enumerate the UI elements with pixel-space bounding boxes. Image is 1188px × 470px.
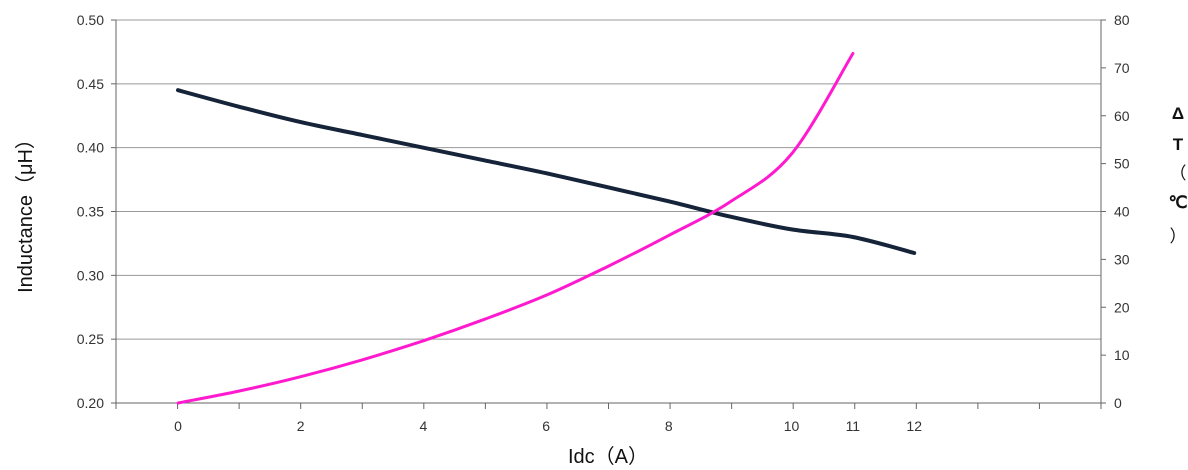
- y2-axis-title-line: Δ: [1172, 104, 1184, 123]
- x-tick-label: 6: [542, 418, 550, 434]
- y-axis-title: Inductance（μH）: [14, 129, 37, 293]
- y2-tick-label: 40: [1114, 204, 1130, 220]
- x-tick-label: 11: [846, 418, 861, 434]
- x-tick-label: 4: [420, 418, 428, 434]
- x-tick-label: 0: [174, 418, 182, 434]
- series-layer: [176, 52, 917, 405]
- labels: 0.200.250.300.350.400.450.50010203040506…: [14, 12, 1188, 468]
- x-tick-label: 10: [784, 418, 800, 434]
- temperature-series-line: [176, 52, 855, 405]
- y2-axis-title-line: ℃: [1168, 193, 1187, 212]
- y-tick-label: 0.30: [77, 267, 104, 283]
- y2-tick-label: 30: [1114, 251, 1130, 267]
- y2-axis-title-line: T: [1173, 135, 1184, 154]
- y-tick-label: 0.50: [77, 12, 104, 28]
- y2-tick-label: 70: [1114, 60, 1130, 76]
- y-tick-label: 0.35: [77, 204, 104, 220]
- y2-tick-label: 50: [1114, 156, 1130, 172]
- x-tick-label: 12: [906, 418, 922, 434]
- y-tick-label: 0.45: [77, 76, 104, 92]
- axes: [111, 19, 1106, 409]
- gridlines: [116, 19, 1101, 404]
- x-tick-label: 2: [297, 418, 305, 434]
- y-tick-label: 0.40: [77, 140, 104, 156]
- y2-tick-label: 20: [1114, 299, 1130, 315]
- y2-axis-title-line: ）: [1170, 227, 1187, 246]
- y2-tick-label: 0: [1114, 395, 1122, 411]
- x-tick-label: 8: [665, 418, 673, 434]
- y2-tick-label: 60: [1114, 108, 1130, 124]
- inductance-series-line: [176, 88, 917, 255]
- y-tick-label: 0.25: [77, 331, 104, 347]
- y2-tick-label: 80: [1114, 12, 1130, 28]
- y2-axis-title-line: （: [1170, 164, 1187, 183]
- y-tick-label: 0.20: [77, 395, 104, 411]
- y2-tick-label: 10: [1114, 347, 1130, 363]
- x-axis-title: Idc（A）: [568, 445, 648, 468]
